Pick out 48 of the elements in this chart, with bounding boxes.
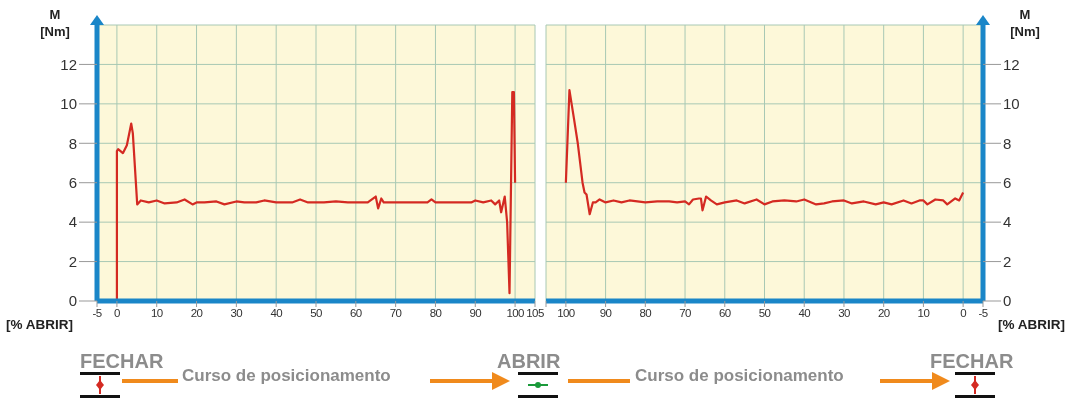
y-tick-label: 4 [68,213,77,231]
x-tick-label: 90 [599,307,612,320]
x-tick-label: -5 [978,307,988,320]
y-tick-label: 6 [1003,174,1012,192]
y-axis-title: M [Nm] [1009,6,1041,40]
x-tick-label: 60 [718,307,731,320]
x-tick-label: 80 [429,307,442,320]
y-tick-label: 12 [1003,55,1020,73]
x-tick-label: 30 [230,307,243,320]
line-series [115,90,517,301]
y-tick-label: 8 [1003,134,1012,152]
y-tick-label: 10 [60,95,77,113]
x-tick-label: 40 [798,307,811,320]
y-tick-label: 2 [68,252,77,270]
x-tick-label: 50 [758,307,771,320]
y-tick-label: 2 [1003,252,1012,270]
y-tick-label: 4 [1003,213,1012,231]
x-tick-label: 20 [877,307,890,320]
x-tick-label: 60 [350,307,362,320]
y-tick-label: 12 [60,55,77,73]
text: FECHAR [80,350,164,373]
x-tick-label: 20 [190,307,203,320]
x-tick-label: 0 [960,307,967,320]
x-tick-label: 10 [150,307,163,320]
x-tick-label: 0 [114,307,121,320]
x-tick-label: 100 [506,307,524,320]
x-axis-title: [% ABRIR] [6,317,73,332]
x-tick-label: 50 [310,307,322,320]
x-axis-title: [% ABRIR] [998,317,1065,332]
text: Curso de posicionamento [182,366,391,386]
y-axis-title: M [Nm] [39,6,71,40]
text: ABRIR [497,350,561,373]
x-tick-label: 100 [557,307,575,320]
x-tick-label: 90 [469,307,482,320]
x-tick-label: 70 [389,307,402,320]
line-series [564,88,965,216]
x-tick-label: 70 [679,307,692,320]
x-tick-label: 40 [270,307,283,320]
y-tick-label: 10 [1003,95,1020,113]
text: FECHAR [930,350,1014,373]
x-tick-label: 80 [639,307,652,320]
x-tick-label: 30 [838,307,850,320]
y-tick-label: 6 [68,174,77,192]
x-tick-label: 105 [526,307,544,320]
y-tick-label: 8 [68,134,77,152]
x-tick-label: 10 [917,307,930,320]
text: Curso de posicionamento [635,366,844,386]
x-tick-label: -5 [92,307,102,320]
